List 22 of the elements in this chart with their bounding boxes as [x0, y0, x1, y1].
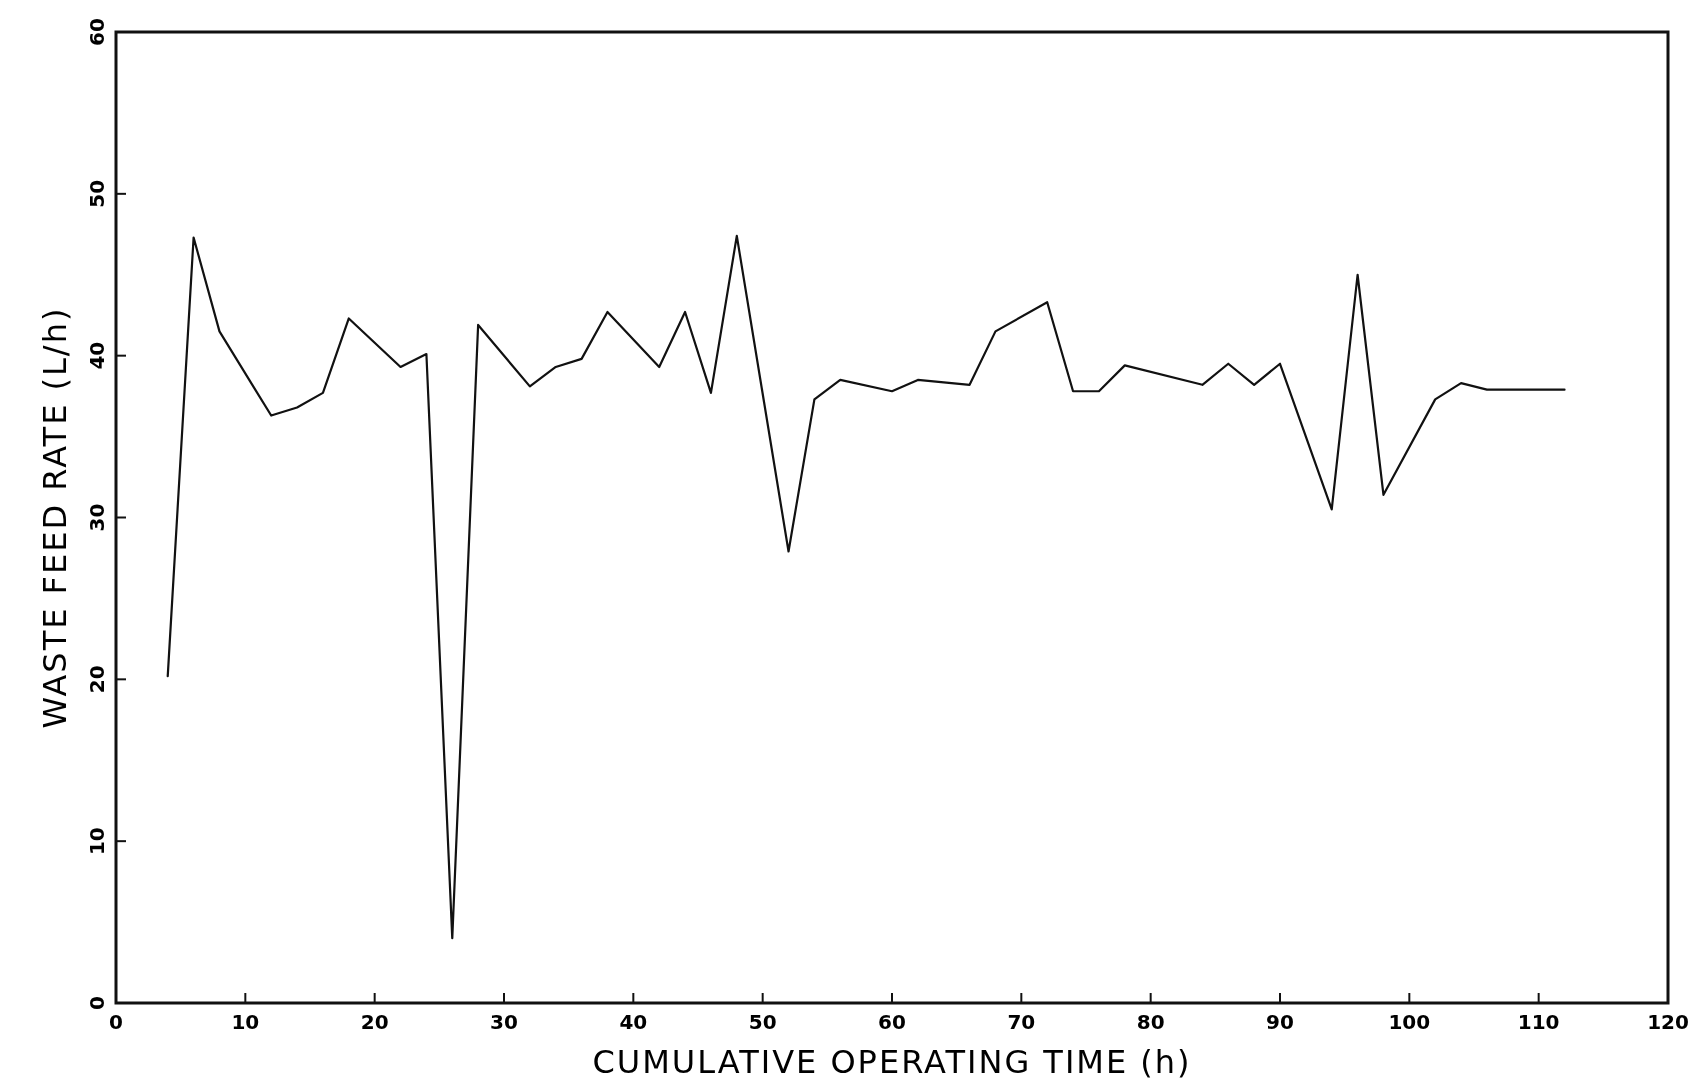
x-tick-label: 50 — [748, 1010, 777, 1034]
x-axis-title: CUMULATIVE OPERATING TIME (h) — [592, 1043, 1192, 1081]
x-tick-label: 100 — [1388, 1010, 1431, 1034]
x-tick-label: 120 — [1647, 1010, 1689, 1034]
x-tick-label: 70 — [1007, 1010, 1036, 1034]
y-axis-title: WASTE FEED RATE (L/h) — [36, 306, 74, 729]
y-tick-label: 60 — [85, 18, 109, 46]
y-tick-label: 40 — [85, 341, 109, 370]
y-tick-label: 20 — [85, 665, 109, 694]
x-tick-label: 80 — [1136, 1010, 1165, 1034]
y-tick-label: 0 — [85, 996, 109, 1010]
x-tick-label: 110 — [1517, 1010, 1560, 1034]
x-tick-label: 90 — [1266, 1010, 1294, 1034]
x-tick-label: 10 — [231, 1010, 260, 1034]
y-tick-label: 30 — [85, 503, 109, 532]
x-tick-label: 30 — [490, 1010, 518, 1034]
x-tick-label: 60 — [878, 1010, 906, 1034]
x-tick-label: 20 — [360, 1010, 389, 1034]
line-series — [166, 234, 1566, 940]
x-tick-label: 40 — [619, 1010, 648, 1034]
y-tick-label: 10 — [85, 827, 109, 856]
y-tick-label: 50 — [85, 179, 109, 208]
